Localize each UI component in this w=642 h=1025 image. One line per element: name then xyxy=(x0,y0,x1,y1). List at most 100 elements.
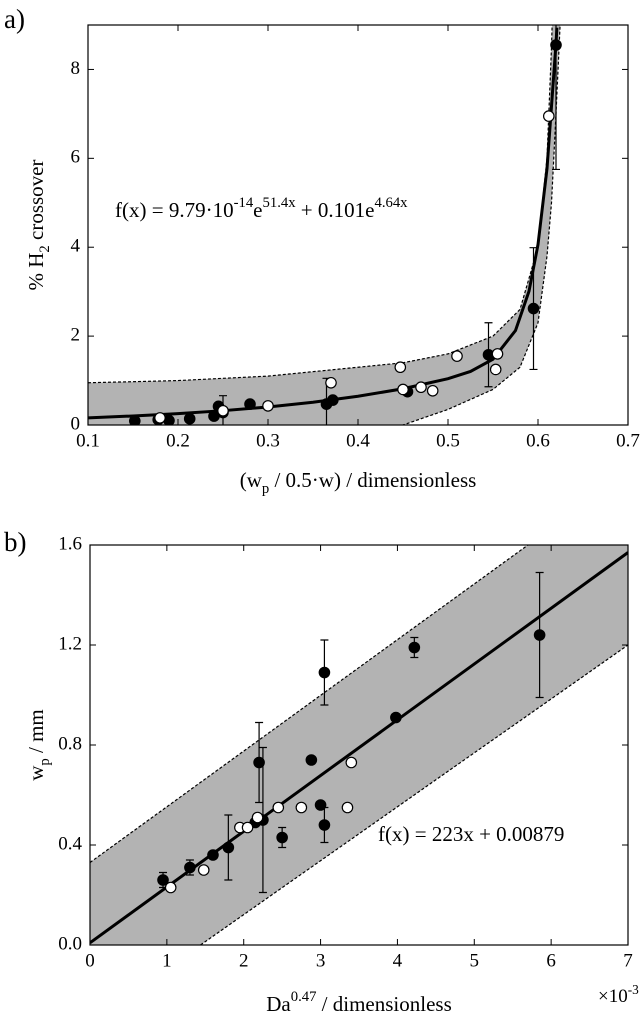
plot-area xyxy=(90,545,628,945)
data-point xyxy=(217,404,229,417)
text-part: / 0.5·w) / dimensionless xyxy=(269,468,476,492)
text-part: 51.4x xyxy=(263,195,297,211)
data-point xyxy=(408,641,421,654)
data-point xyxy=(533,629,546,641)
confidence-band xyxy=(88,25,561,425)
band-edge xyxy=(90,545,530,863)
data-point xyxy=(341,801,354,814)
data-point xyxy=(244,398,256,410)
data-point xyxy=(542,110,555,122)
data-point xyxy=(326,394,339,406)
data-point xyxy=(253,756,265,769)
text-part: f(x) = 223x + 0.00879 xyxy=(378,822,564,846)
fit-line xyxy=(88,27,559,420)
text-part: / dimensionless xyxy=(316,992,451,1016)
data-point xyxy=(550,39,562,51)
band-edge xyxy=(88,25,553,384)
x-axis-multiplier: ×10-3 xyxy=(598,982,639,1008)
text-part: p xyxy=(37,758,53,765)
fit-equation: f(x) = 9.79·10-14e51.4x + 0.101e4.64x xyxy=(115,195,408,221)
data-point xyxy=(207,849,219,861)
data-point xyxy=(272,801,285,814)
y-tick-label: 1.2 xyxy=(58,633,82,654)
y-axis-label: % H2 crossover xyxy=(24,160,54,291)
y-axis-label: wp / mm xyxy=(24,709,54,781)
x-tick-label: 7 xyxy=(623,950,633,971)
data-point xyxy=(491,348,504,360)
x-tick-label: 0.6 xyxy=(526,430,550,451)
data-point xyxy=(390,711,402,724)
fit-line xyxy=(90,551,628,945)
data-point xyxy=(397,383,409,396)
data-point xyxy=(415,381,427,394)
text-part: (w xyxy=(240,468,263,492)
text-part: 0.47 xyxy=(291,989,317,1005)
x-tick-label: 1 xyxy=(162,950,172,971)
data-point xyxy=(527,302,540,315)
data-point xyxy=(325,376,337,389)
data-point xyxy=(451,350,463,362)
plot-area xyxy=(88,25,562,425)
data-point xyxy=(345,756,358,769)
data-point xyxy=(489,363,502,376)
text-part: f(x) = 9.79·10 xyxy=(115,198,234,222)
panel-label: b) xyxy=(4,527,27,557)
x-tick-label: 5 xyxy=(470,950,480,971)
x-tick-label: 0.2 xyxy=(166,430,190,451)
text-part: -3 xyxy=(628,982,639,997)
data-point xyxy=(222,841,235,854)
y-tick-label: 0 xyxy=(71,413,81,434)
data-point xyxy=(262,400,274,412)
x-tick-label: 0.3 xyxy=(256,430,280,451)
x-tick-label: 0.7 xyxy=(616,430,640,451)
data-point xyxy=(305,754,318,766)
band-edge xyxy=(199,644,628,945)
text-part: p xyxy=(262,481,269,497)
text-part: w xyxy=(24,765,48,781)
y-tick-label: 8 xyxy=(71,58,81,79)
data-point xyxy=(394,361,407,374)
text-part: ×10 xyxy=(598,986,628,1007)
y-tick-label: 2 xyxy=(71,324,81,345)
data-point xyxy=(314,799,327,811)
data-point xyxy=(157,874,169,886)
text-part: + 0.101e xyxy=(296,198,375,222)
x-axis-label: Da0.47 / dimensionless xyxy=(266,989,452,1015)
text-part: -14 xyxy=(234,195,254,211)
text-part: 2 xyxy=(37,245,53,252)
text-part: / mm xyxy=(24,709,48,758)
y-tick-label: 0.0 xyxy=(58,933,82,954)
x-tick-label: 0 xyxy=(85,950,95,971)
x-tick-label: 0.5 xyxy=(436,430,460,451)
data-point xyxy=(426,384,439,397)
data-point xyxy=(251,811,264,824)
x-axis-label: (wp / 0.5·w) / dimensionless xyxy=(240,468,477,498)
x-tick-label: 3 xyxy=(316,950,326,971)
data-point xyxy=(241,821,254,834)
data-point xyxy=(318,819,331,831)
data-point xyxy=(183,412,196,425)
text-part: Da xyxy=(266,992,291,1016)
x-tick-label: 0.1 xyxy=(76,430,100,451)
y-tick-label: 4 xyxy=(71,236,81,257)
data-point xyxy=(276,831,288,844)
data-point xyxy=(184,861,196,874)
x-tick-label: 2 xyxy=(239,950,249,971)
x-tick-label: 0.4 xyxy=(346,430,370,451)
text-part: crossover xyxy=(24,160,48,246)
text-part: e xyxy=(253,198,262,222)
y-tick-label: 6 xyxy=(71,147,81,168)
text-part: 4.64x xyxy=(374,195,408,211)
data-point xyxy=(197,864,210,876)
x-tick-label: 6 xyxy=(546,950,556,971)
data-point xyxy=(164,881,177,894)
panel-label: a) xyxy=(4,4,25,34)
data-point xyxy=(154,412,166,424)
data-point xyxy=(318,666,331,679)
y-tick-label: 0.4 xyxy=(58,833,82,854)
fit-equation: f(x) = 223x + 0.00879 xyxy=(378,822,564,846)
text-part: % H xyxy=(24,253,48,291)
y-tick-label: 1.6 xyxy=(58,533,82,554)
data-point xyxy=(129,415,141,425)
